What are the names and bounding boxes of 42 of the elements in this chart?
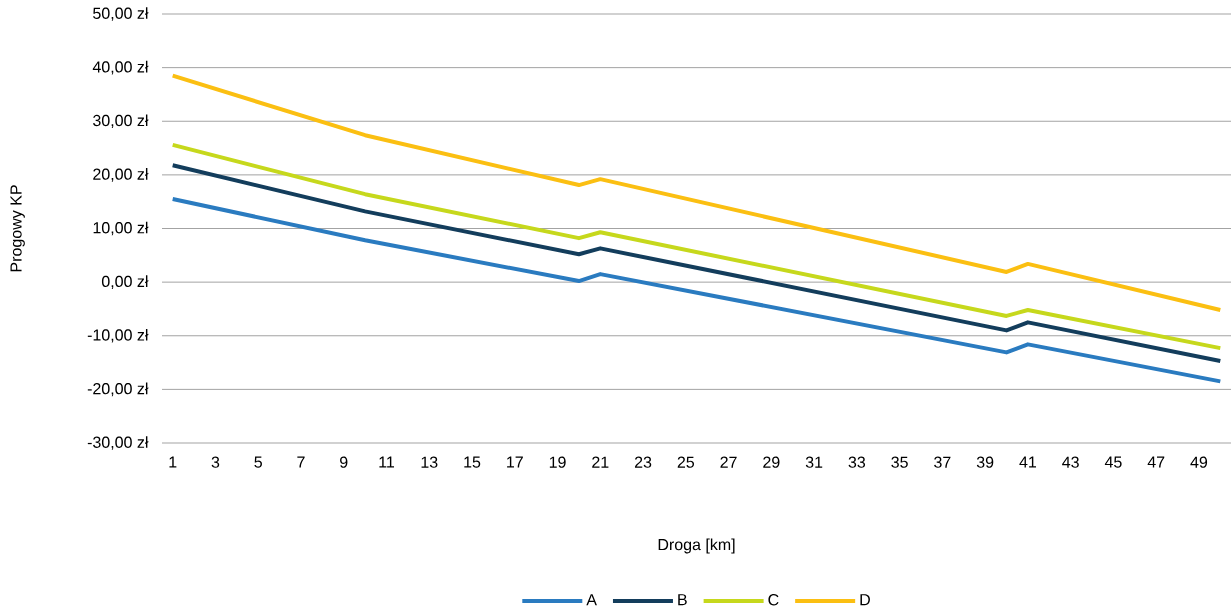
x-tick-label: 17 [507, 456, 523, 468]
x-tick-label: 47 [1147, 456, 1165, 468]
x-tick-label: 33 [848, 456, 866, 468]
y-tick-label: -30,00 zł [87, 436, 149, 450]
x-tick-label: 13 [421, 456, 438, 468]
legend-label: A [586, 594, 597, 606]
x-tick-label: 25 [677, 456, 695, 468]
y-tick-label: 30,00 zł [93, 114, 149, 129]
x-tick-label: 9 [340, 456, 348, 468]
x-tick-label: 49 [1190, 456, 1208, 468]
x-tick-label: 37 [934, 456, 951, 468]
x-tick-label: 43 [1062, 456, 1079, 468]
x-tick-label: 15 [464, 456, 481, 468]
x-tick-label: 11 [379, 456, 395, 468]
y-axis-title: Progowy KP [10, 185, 25, 272]
legend-label: B [678, 594, 687, 606]
x-tick-label: 21 [592, 456, 609, 468]
y-tick-label: -10,00 zł [87, 328, 149, 343]
x-tick-label: 3 [211, 456, 220, 468]
x-tick-label: 45 [1104, 456, 1122, 468]
x-tick-label: 5 [254, 456, 262, 468]
line-series [170, 197, 1223, 384]
y-tick-label: 0,00 zł [101, 275, 149, 289]
x-tick-label: 23 [634, 456, 652, 468]
y-tick-label: 10,00 zł [93, 221, 149, 236]
y-tick-label: 20,00 zł [93, 168, 149, 182]
y-tick-label: 50,00 zł [93, 7, 149, 21]
line-series [170, 73, 1223, 313]
x-tick-label: 27 [720, 456, 737, 468]
legend-label: C [768, 594, 779, 606]
legend-label: D [860, 594, 870, 606]
x-tick-label: 1 [169, 456, 177, 468]
x-tick-label: 39 [976, 456, 994, 468]
x-tick-label: 41 [1019, 456, 1037, 468]
x-tick-label: 35 [891, 456, 908, 468]
x-tick-label: 7 [297, 456, 305, 468]
x-tick-label: 31 [805, 456, 823, 468]
y-tick-label: 40,00 zł [92, 60, 149, 75]
y-tick-label: -20,00 zł [87, 382, 149, 397]
x-tick-label: 19 [549, 456, 566, 468]
x-axis-title: Droga [km] [658, 538, 735, 554]
x-tick-label: 29 [763, 456, 780, 468]
